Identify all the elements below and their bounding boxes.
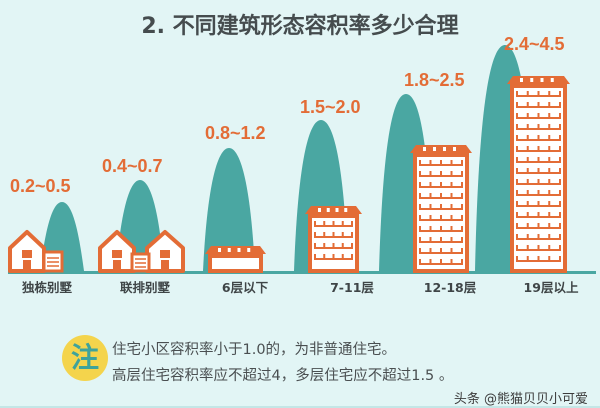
window-icon — [160, 250, 170, 258]
note-line-1: 住宅小区容积率小于1.0的，为非普通住宅。 — [112, 342, 397, 358]
roof-window — [443, 147, 446, 151]
roof — [205, 246, 266, 254]
category-label-1: 独栋别墅 — [21, 280, 72, 295]
roof — [305, 206, 362, 214]
super-high-rise-building-icon — [507, 76, 570, 273]
range-label-4: 1.5~2.0 — [300, 97, 361, 117]
category-label-6: 19层以上 — [523, 280, 579, 295]
roof-window — [237, 248, 241, 252]
note-line-2: 高层住宅容积率应不超过4，多层住宅应不超过1.5 。 — [112, 368, 454, 384]
window-icon — [22, 250, 32, 258]
door-icon — [23, 260, 31, 271]
category-label-5: 12-18层 — [423, 280, 477, 295]
high-rise-building-icon — [410, 145, 472, 273]
roof-window — [318, 208, 321, 212]
roof — [507, 76, 570, 84]
category-label-4: 7-11层 — [330, 280, 374, 295]
roof-window — [550, 78, 554, 82]
peak-3 — [203, 148, 255, 271]
single-house-icon — [8, 230, 46, 273]
roof-window — [247, 248, 251, 252]
garage-door-lines — [47, 257, 59, 267]
low-rise-building-icon — [205, 246, 266, 273]
door-icon — [113, 260, 121, 271]
roof-window — [423, 147, 426, 151]
mid-rise-building-icon — [305, 206, 362, 273]
door-icon — [161, 260, 169, 271]
range-label-5: 1.8~2.5 — [404, 70, 465, 90]
range-label-1: 0.2~0.5 — [10, 176, 71, 196]
roof-window — [344, 208, 348, 212]
roof-window — [453, 147, 456, 151]
range-label-6: 2.4~4.5 — [504, 34, 565, 54]
category-label-2: 联排别墅 — [119, 280, 170, 295]
roof — [410, 145, 472, 153]
roof-window — [520, 78, 523, 82]
bottom-divider — [0, 406, 600, 408]
page-title: 2. 不同建筑形态容积率多少合理 — [141, 14, 459, 39]
ground-line — [8, 271, 596, 274]
roof-window — [335, 208, 339, 212]
range-label-3: 0.8~1.2 — [205, 123, 266, 143]
window-icon — [112, 250, 122, 258]
roof-window — [326, 208, 330, 212]
note-badge: 注 — [62, 335, 108, 381]
roof-window — [227, 248, 231, 252]
roof-window — [433, 147, 436, 151]
roof-window — [218, 248, 221, 252]
category-label-3: 6层以下 — [221, 280, 269, 295]
garage-door-lines — [135, 258, 146, 268]
watermark: 头条 @熊猫贝贝小可爱 — [453, 392, 588, 407]
roof-window — [540, 78, 544, 82]
range-label-2: 0.4~0.7 — [102, 156, 163, 176]
roof-window — [530, 78, 534, 82]
building-wall — [208, 254, 263, 273]
